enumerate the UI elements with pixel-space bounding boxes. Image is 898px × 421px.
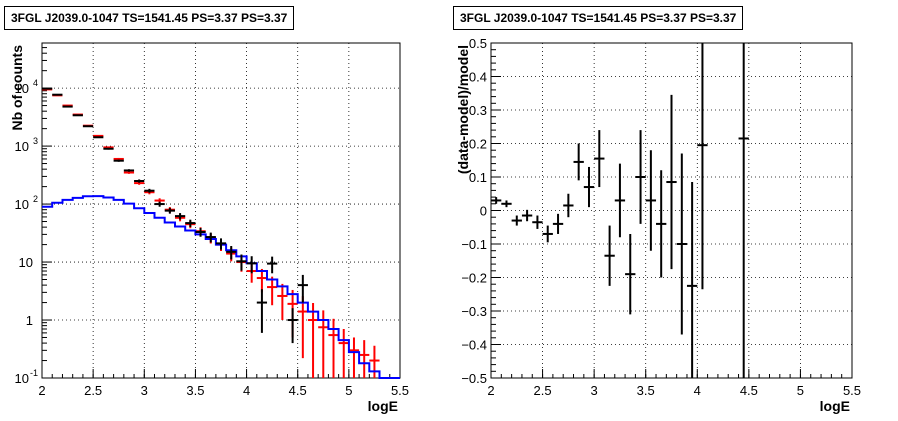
x-axis-label: logE [368, 398, 398, 414]
y-tick-label: −0.2 [461, 271, 487, 286]
y-tick-label: 0.3 [469, 103, 487, 118]
x-tick-label: 2.5 [534, 383, 552, 398]
y-tick-label: 10 [15, 81, 29, 96]
y-tick-label: −0.3 [461, 304, 487, 319]
x-tick-label: 3 [591, 383, 598, 398]
x-tick-label: 4.5 [289, 383, 307, 398]
x-tick-label: 4 [243, 383, 250, 398]
x-tick-label: 4 [694, 383, 701, 398]
right-chart-panel: 2 2.5 3 3.5 4 4.5 5 5.5 −0.5 −0.4 −0.3 −0.2 −0.1 0 0.1… [455, 36, 861, 414]
x-tick-label: 2.5 [84, 383, 102, 398]
y-axis-label: (data-model)/model [455, 45, 471, 174]
x-tick-label: 2 [487, 383, 494, 398]
y-tick-label: 0.2 [469, 137, 487, 152]
x-tick-label: 5 [345, 383, 352, 398]
y-axis-label: Nb of counts [9, 45, 25, 131]
y-tick-exponent: 2 [33, 194, 38, 204]
x-tick-label: 2 [38, 383, 45, 398]
left-chart-title: 3FGL J2039.0-1047 TS=1541.45 PS=3.37 PS=… [4, 6, 295, 30]
y-tick-exponent: 3 [33, 136, 38, 146]
x-axis-label: logE [820, 398, 850, 414]
y-tick-exponent: 4 [33, 78, 38, 88]
x-tick-label: 5.5 [843, 383, 861, 398]
y-tick-label: −0.1 [461, 237, 487, 252]
right-chart-title: 3FGL J2039.0-1047 TS=1541.45 PS=3.37 PS=… [453, 6, 744, 30]
x-tick-label: 4.5 [740, 383, 758, 398]
y-tick-label: 10 [15, 139, 29, 154]
x-tick-label: 3.5 [637, 383, 655, 398]
y-tick-label: −0.5 [461, 371, 487, 386]
y-tick-label: −0.4 [461, 338, 487, 353]
y-tick-label: 10 [15, 197, 29, 212]
x-tick-label: 5.5 [391, 383, 409, 398]
y-tick-label: 10 [15, 371, 29, 386]
y-tick-label: 10 [19, 255, 33, 270]
x-tick-label: 5 [797, 383, 804, 398]
x-tick-label: 3 [141, 383, 148, 398]
y-tick-label: 1 [26, 313, 33, 328]
y-tick-label: 0.1 [469, 170, 487, 185]
plot-frame [41, 42, 401, 379]
x-tick-label: 3.5 [186, 383, 204, 398]
y-tick-label: 0 [480, 204, 487, 219]
y-tick-label: 0.5 [469, 36, 487, 51]
background-model-line [42, 195, 400, 379]
y-tick-label: 0.4 [469, 70, 487, 85]
y-tick-exponent: -1 [30, 368, 38, 378]
